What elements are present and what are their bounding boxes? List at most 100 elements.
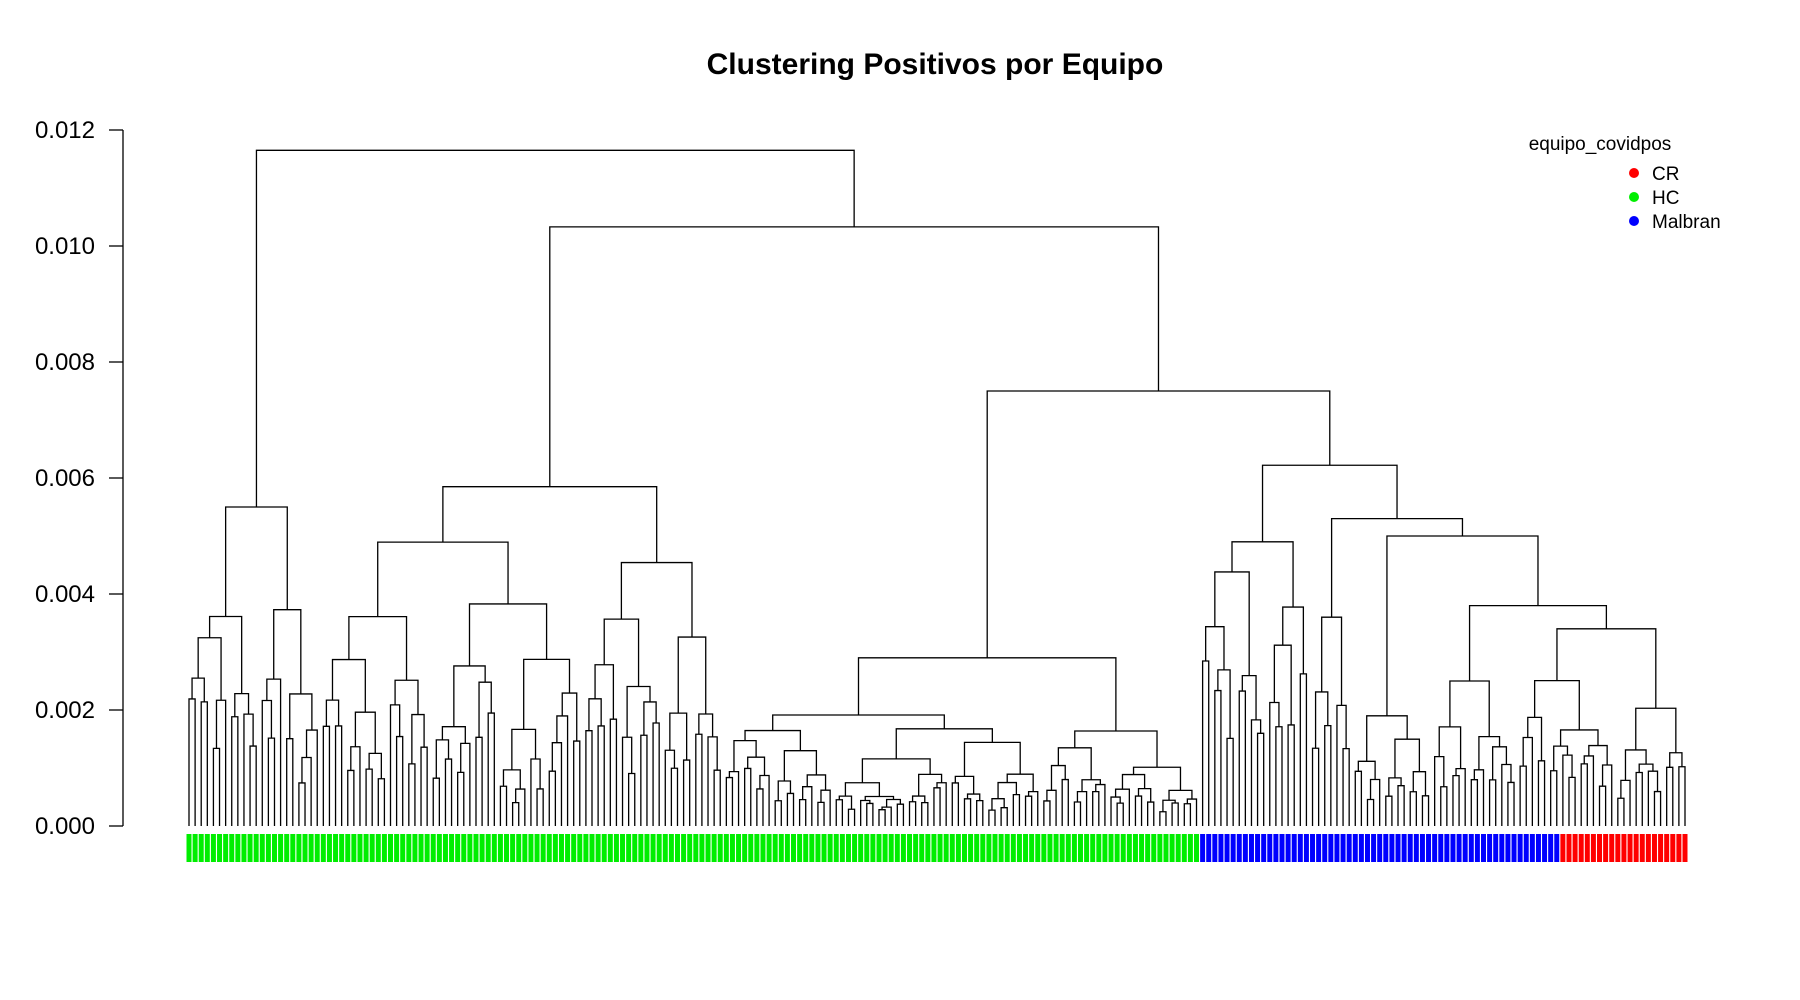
- leaf-label: [888, 834, 894, 862]
- dendrogram-link: [1214, 689, 1222, 826]
- y-tick-label: 0.004: [35, 581, 95, 608]
- legend: equipo_covidpos CR HC Malbran: [1529, 134, 1721, 233]
- leaf-label: [1297, 834, 1303, 862]
- dendrogram-link: [1559, 729, 1599, 747]
- leaf-label: [1334, 834, 1340, 862]
- dendrogram-link: [1324, 724, 1332, 826]
- leaf-label: [320, 834, 326, 862]
- leaf-label: [192, 834, 198, 862]
- dendrogram-link: [231, 716, 239, 826]
- leaf-label: [406, 834, 412, 862]
- leaf-label: [265, 834, 271, 862]
- dendrogram-link: [548, 770, 557, 826]
- leaf-label: [1621, 834, 1627, 862]
- dendrogram-link: [200, 701, 208, 826]
- leaf-label: [314, 834, 320, 862]
- dendrogram-link: [918, 773, 943, 797]
- dendrogram-link: [1550, 770, 1558, 826]
- leaf-label: [577, 834, 583, 862]
- leaf-label: [1126, 834, 1132, 862]
- dendrogram-link: [191, 677, 205, 702]
- dendrogram-link: [933, 787, 941, 826]
- dendrogram-link: [261, 699, 273, 826]
- leaf-label: [1322, 834, 1328, 862]
- leaf-label: [449, 834, 455, 862]
- dendrogram-link: [1583, 755, 1595, 826]
- dendrogram-link: [594, 664, 615, 720]
- leaf-label: [235, 834, 241, 862]
- legend-label: HC: [1652, 188, 1679, 209]
- leaf-label: [613, 834, 619, 862]
- dendrogram-link: [255, 149, 855, 507]
- dendrogram-link: [1269, 701, 1280, 826]
- dendrogram-link: [774, 800, 782, 826]
- dendrogram-link: [1147, 801, 1155, 826]
- leaf-label: [186, 834, 192, 862]
- leaf-label: [864, 834, 870, 862]
- leaf-label: [1316, 834, 1322, 862]
- dendrogram-link: [1171, 802, 1179, 826]
- dendrogram-link: [267, 737, 276, 826]
- leaf-label: [546, 834, 552, 862]
- dendrogram-link: [1000, 807, 1008, 826]
- dendrogram-link: [1121, 773, 1146, 790]
- dendrogram-link: [1092, 790, 1100, 826]
- dendrogram-link: [963, 741, 1021, 777]
- dendrogram-link: [1273, 644, 1292, 725]
- leaf-label: [210, 834, 216, 862]
- leaf-label: [1041, 834, 1047, 862]
- dendrogram-link: [838, 795, 853, 810]
- leaf-label: [1560, 834, 1566, 862]
- dendrogram-link: [1588, 744, 1608, 765]
- leaf-label: [595, 834, 601, 862]
- leaf-label: [223, 834, 229, 862]
- leaf-label: [791, 834, 797, 862]
- dendrogram-link: [1226, 737, 1234, 826]
- leaf-label: [455, 834, 461, 862]
- leaf-label: [308, 834, 314, 862]
- leaf-label: [717, 834, 723, 862]
- leaf-label: [1645, 834, 1651, 862]
- dendrogram-link: [1342, 747, 1350, 826]
- leaf-label: [1438, 834, 1444, 862]
- leaf-label: [247, 834, 253, 862]
- leaf-label: [870, 834, 876, 862]
- legend-marker: [1629, 192, 1639, 202]
- leaf-label: [1303, 834, 1309, 862]
- leaf-label: [1389, 834, 1395, 862]
- legend-marker: [1629, 216, 1639, 226]
- leaf-label: [271, 834, 277, 862]
- dendrogram-link: [744, 767, 752, 826]
- leaf-label: [1200, 834, 1206, 862]
- leaf-label: [1065, 834, 1071, 862]
- dendrogram-link: [777, 780, 792, 801]
- leaf-label: [882, 834, 888, 862]
- leaf-label: [442, 834, 448, 862]
- dendrogram-link: [408, 763, 416, 826]
- dendrogram-link: [377, 541, 509, 617]
- leaf-label: [1456, 834, 1462, 862]
- leaf-label: [540, 834, 546, 862]
- leaf-label: [1236, 834, 1242, 862]
- leaf-label: [1658, 834, 1664, 862]
- leaf-label: [626, 834, 632, 862]
- dendrogram-link: [991, 798, 1005, 811]
- dendrogram-link: [698, 713, 714, 737]
- leaf-label: [284, 834, 290, 862]
- leaf-label: [858, 834, 864, 862]
- dendrogram-link: [1455, 767, 1466, 826]
- leaf-label: [833, 834, 839, 862]
- dendrogram-link: [1366, 798, 1375, 826]
- dendrogram-link: [1256, 732, 1265, 826]
- dendrogram-link: [556, 715, 569, 826]
- leaf-label: [198, 834, 204, 862]
- dendrogram-link: [1470, 779, 1479, 826]
- leaf-label: [217, 834, 223, 862]
- leaf-label: [1426, 834, 1432, 862]
- dendrogram-link: [1568, 776, 1576, 826]
- leaf-label: [1401, 834, 1407, 862]
- leaf-label: [1261, 834, 1267, 862]
- leaf-label: [1059, 834, 1065, 862]
- leaf-label: [528, 834, 534, 862]
